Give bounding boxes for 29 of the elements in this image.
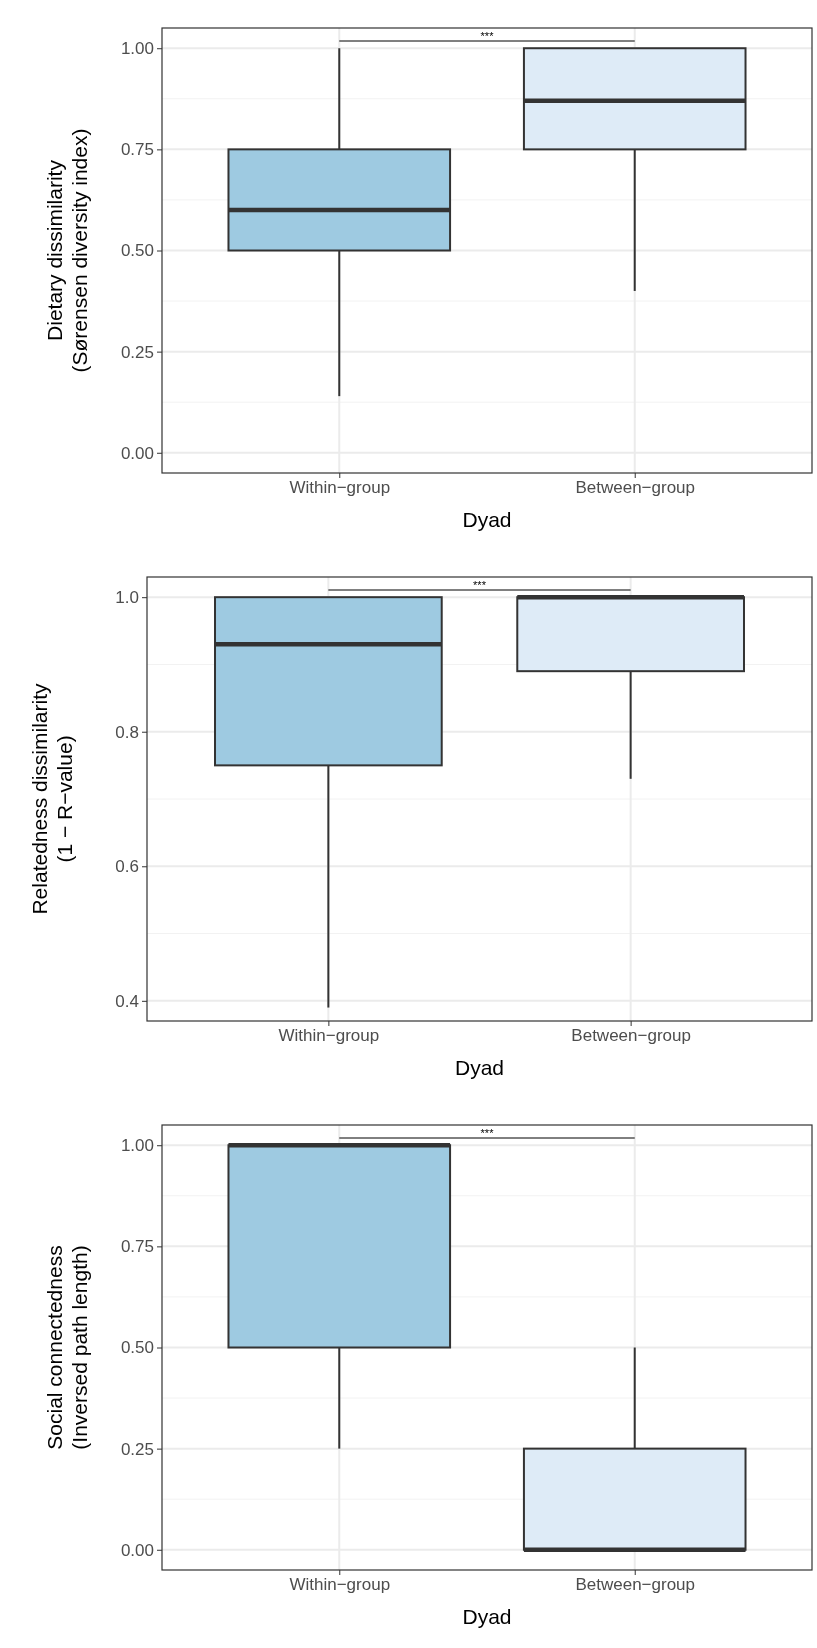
y-tick-label: 0.25	[120, 342, 154, 362]
y-tick-label: 1.0	[115, 588, 139, 608]
x-axis-title: Dyad	[462, 508, 512, 531]
y-tick-label: 0.00	[120, 443, 154, 463]
y-tick-label: 1.00	[120, 1136, 154, 1156]
y-tick-label: 0.75	[120, 140, 154, 160]
x-tick-label: Between−group	[571, 1026, 691, 1046]
y-tick-label: 0.50	[120, 241, 154, 261]
y-tick-label: 0.75	[120, 1237, 154, 1257]
y-axis-title: Social connectedness (Inversed path length)	[43, 1245, 91, 1450]
x-tick-label: Within−group	[289, 478, 391, 498]
y-tick-label: 0.25	[120, 1439, 154, 1459]
y-tick-label: 0.4	[115, 991, 139, 1011]
y-tick-label: 0.8	[115, 722, 139, 742]
y-tick-label: 1.00	[120, 39, 154, 59]
x-tick-label: Within−group	[289, 1575, 391, 1595]
y-axis-title: Relatedness dissimilarity (1 − R−value)	[28, 682, 76, 915]
x-tick-label: Between−group	[575, 478, 696, 498]
annotation: ***	[473, 579, 487, 591]
x-tick-label: Within−group	[278, 1026, 380, 1046]
y-tick-label: 0.6	[115, 857, 139, 877]
x-axis-title: Dyad	[454, 1056, 505, 1079]
y-tick-label: 0.50	[120, 1338, 154, 1358]
annotation: ***	[480, 30, 495, 42]
annotation: ***	[480, 1127, 495, 1139]
x-tick-label: Between−group	[575, 1575, 696, 1595]
y-axis-title: Dietary dissimilarity (Sørensen diversity index)	[43, 128, 91, 373]
y-tick-label: 0.00	[120, 1540, 154, 1560]
x-axis-title: Dyad	[462, 1605, 512, 1628]
